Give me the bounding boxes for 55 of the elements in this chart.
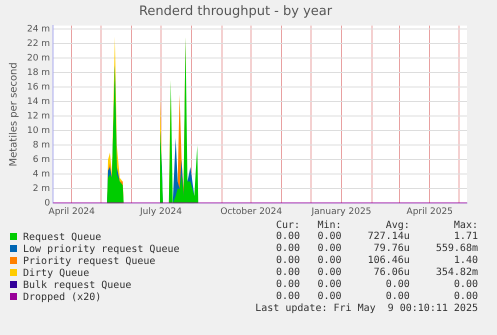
chart-title: Renderd throughput - by year — [138, 4, 333, 20]
y-tick-label: 22 m — [26, 39, 50, 50]
text: 0.00 — [274, 279, 302, 291]
y-tick-label: 0 — [44, 198, 50, 209]
y-tick-label: 16 m — [26, 82, 50, 93]
y-axis-title: Metatiles per second — [8, 62, 20, 167]
text: 0.00 — [452, 279, 479, 291]
text: 559.68m — [434, 243, 479, 255]
legend-label: Dirty Queue — [23, 268, 90, 278]
y-tick-label: 2 m — [32, 184, 50, 194]
legend-label: Request Queue — [23, 232, 102, 242]
text: Max: — [452, 220, 479, 231]
text: 0.00 — [274, 243, 302, 255]
text: Avg: — [384, 220, 411, 231]
text: 0.00 — [316, 267, 343, 279]
y-tick-label: 6 m — [32, 155, 50, 166]
legend-label: Low priority request Queue — [23, 244, 180, 254]
text: 0.00 — [384, 291, 411, 303]
text: 0.00 — [316, 255, 343, 267]
y-tick-label: 20 m — [26, 54, 50, 64]
y-tick-label: 14 m — [26, 97, 50, 108]
text: 79.76u — [372, 243, 411, 255]
text: 0.00 — [316, 279, 343, 291]
x-tick-label: October 2024 — [220, 206, 282, 217]
text: 0.00 — [274, 231, 302, 243]
x-tick-label: January 2025 — [310, 206, 372, 217]
y-tick-label: 18 m — [26, 68, 50, 78]
legend-label: Bulk request Queue — [23, 280, 132, 290]
text: Cur: — [274, 220, 302, 231]
text: 76.06u — [372, 267, 411, 279]
text: 1.71 — [452, 231, 479, 243]
text: 0.00 — [316, 231, 343, 243]
y-tick-label: 24 m — [26, 24, 50, 35]
text: 0.00 — [274, 291, 302, 303]
y-tick-label: 10 m — [26, 126, 50, 136]
text: 0.00 — [274, 255, 302, 267]
text: 0.00 — [384, 279, 411, 291]
x-tick-label: April 2025 — [406, 206, 453, 217]
text: 354.82m — [434, 267, 479, 279]
text: 0.00 — [316, 291, 343, 303]
y-tick-label: 12 m — [26, 112, 50, 122]
text: Last update: Fri May 9 00:10:11 2025 — [254, 303, 479, 314]
text: 727.14u — [366, 231, 411, 243]
text: 0.00 — [274, 267, 302, 279]
text: 0.00 — [316, 243, 343, 255]
text: 0.00 — [452, 291, 479, 303]
legend-label: Dropped (x20) — [23, 292, 102, 302]
text: Min: — [316, 220, 343, 231]
x-tick-label: July 2024 — [138, 206, 182, 217]
text: 1.40 — [452, 255, 479, 267]
y-tick-label: 8 m — [32, 140, 50, 151]
y-tick-label: 4 m — [32, 170, 50, 180]
x-tick-label: April 2024 — [48, 206, 96, 217]
legend-label: Priority request Queue — [23, 256, 156, 266]
text: 106.46u — [366, 255, 411, 267]
